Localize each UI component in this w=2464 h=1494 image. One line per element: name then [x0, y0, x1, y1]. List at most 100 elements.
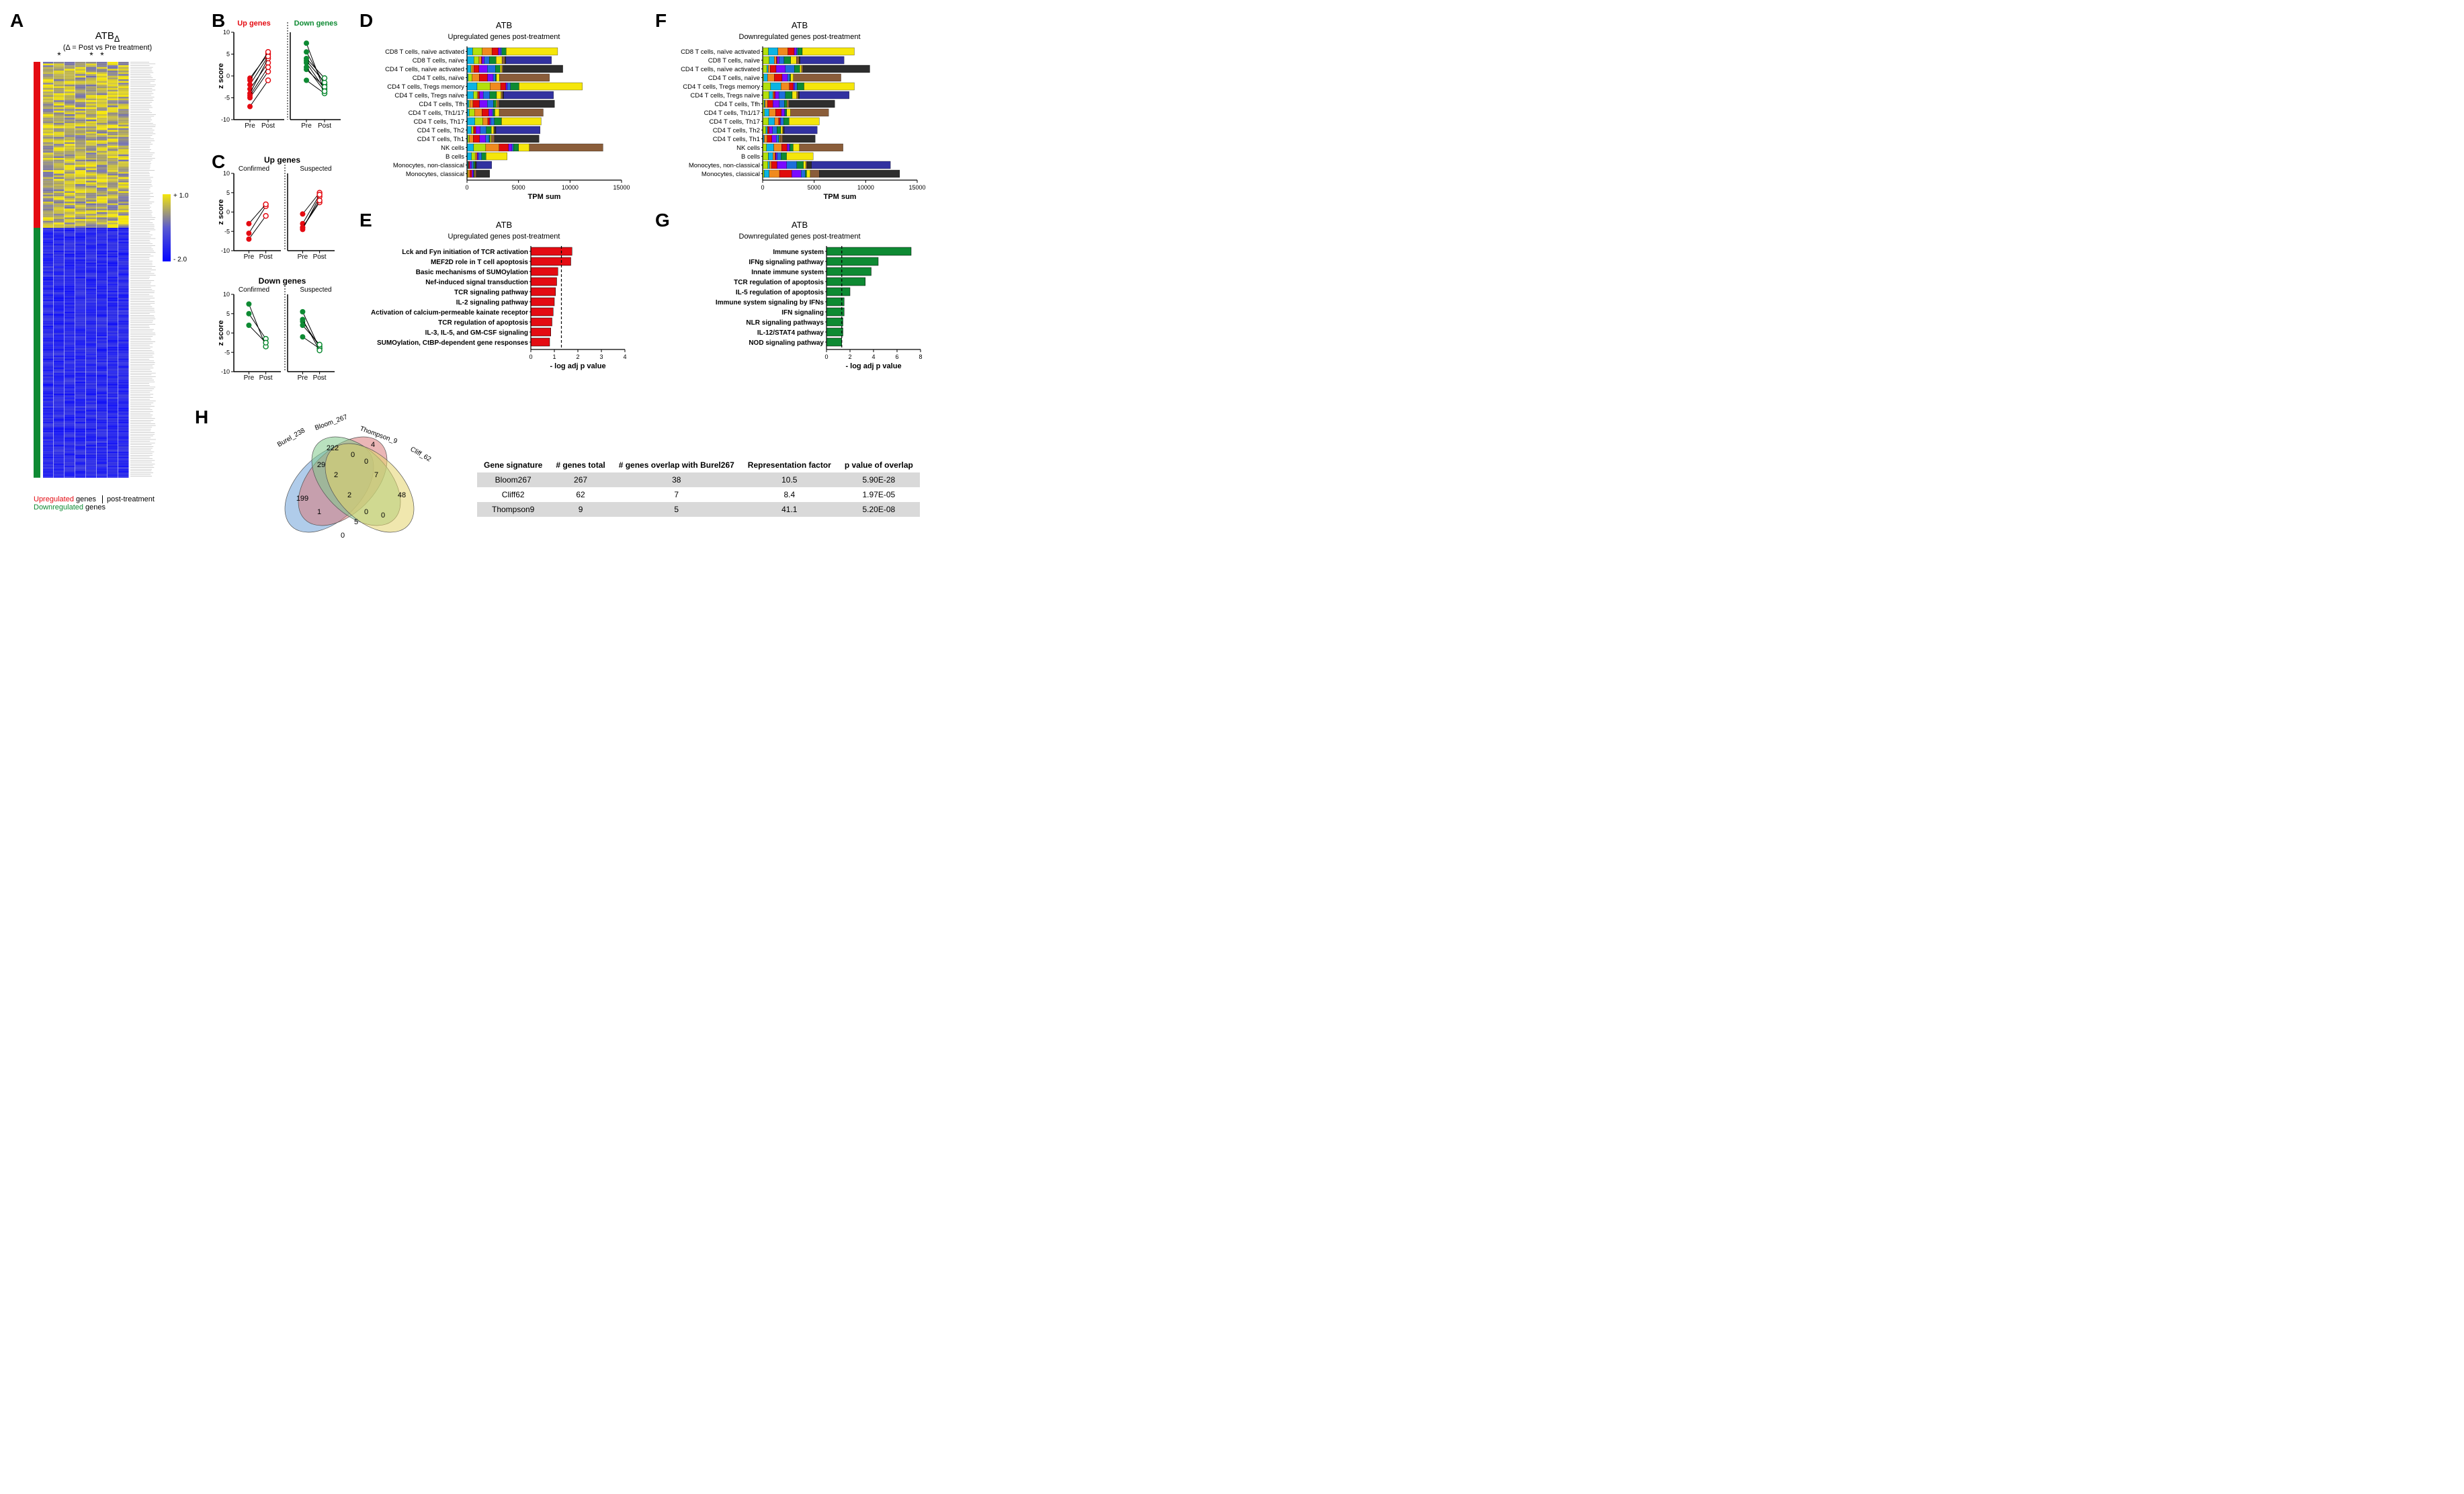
- panel-f: F ATB Downregulated genes post-treatment…: [659, 13, 941, 200]
- svg-text:CD8 T cells, naïve activated: CD8 T cells, naïve activated: [385, 48, 464, 56]
- panel-d-chart: CD8 T cells, naïve activatedCD8 T cells,…: [363, 45, 645, 200]
- svg-text:CD4 T cells, naïve activated: CD4 T cells, naïve activated: [385, 66, 464, 73]
- svg-text:Post: Post: [318, 122, 331, 130]
- svg-text:Confirmed: Confirmed: [239, 286, 269, 294]
- svg-text:TPM sum: TPM sum: [528, 193, 561, 200]
- svg-text:CD4 T cells, Th1/17: CD4 T cells, Th1/17: [409, 110, 464, 117]
- panel-h: H Burel_238Bloom_267Thompson_9Cliff_6219…: [215, 410, 941, 565]
- panel-c-label: C: [212, 151, 225, 173]
- svg-text:Pre: Pre: [245, 122, 255, 130]
- svg-text:48: 48: [398, 491, 406, 499]
- svg-text:-5: -5: [224, 349, 230, 356]
- svg-text:2: 2: [347, 491, 351, 499]
- svg-text:MEF2D role in T cell apoptosis: MEF2D role in T cell apoptosis: [431, 259, 528, 266]
- svg-text:Post: Post: [313, 253, 327, 261]
- svg-text:Burel_238: Burel_238: [276, 427, 306, 449]
- col-fg: F ATB Downregulated genes post-treatment…: [659, 13, 941, 397]
- svg-text:3: 3: [599, 354, 603, 360]
- panel-g-title: ATB: [659, 213, 941, 230]
- svg-text:Basic mechanisms of SUMOylatio: Basic mechanisms of SUMOylation: [416, 269, 528, 276]
- table-header: # genes total: [549, 458, 611, 472]
- svg-text:IFN signaling: IFN signaling: [781, 309, 824, 317]
- svg-text:10000: 10000: [562, 184, 579, 191]
- panel-f-subtitle: Downregulated genes post-treatment: [659, 33, 941, 41]
- panel-b-chart: Up genesDown genesz score-10-50510PrePos…: [215, 13, 349, 141]
- svg-text:NOD signaling pathway: NOD signaling pathway: [749, 339, 824, 347]
- svg-text:5000: 5000: [808, 184, 821, 191]
- col-bc: B Up genesDown genesz score-10-50510PreP…: [215, 13, 349, 397]
- svg-text:0: 0: [364, 508, 368, 516]
- panel-a-label: A: [10, 10, 24, 32]
- svg-text:5000: 5000: [512, 184, 525, 191]
- figure-grid: A ATBΔ (Δ = Post vs Pre treatment) ***+ …: [13, 13, 2451, 565]
- panel-d: D ATB Upregulated genes post-treatment C…: [363, 13, 645, 200]
- svg-text:NK cells: NK cells: [441, 144, 464, 152]
- heatmap: ***+ 1.0- 2.0: [13, 52, 202, 495]
- svg-text:- log adj p value: - log adj p value: [550, 362, 605, 370]
- svg-text:29: 29: [317, 461, 325, 469]
- panel-g-chart: Immune systemIFNg signaling pathwayInnat…: [659, 245, 941, 379]
- svg-text:-5: -5: [224, 95, 230, 101]
- svg-text:CD8 T cells, naïve: CD8 T cells, naïve: [708, 57, 760, 65]
- svg-text:IL-2 signaling pathway: IL-2 signaling pathway: [456, 299, 529, 306]
- svg-text:Down genes: Down genes: [259, 276, 306, 286]
- svg-text:15000: 15000: [908, 184, 925, 191]
- svg-text:z score: z score: [217, 321, 225, 346]
- svg-text:6: 6: [895, 354, 898, 360]
- svg-text:Bloom_267: Bloom_267: [314, 413, 349, 432]
- svg-text:CD4 T cells, Th17: CD4 T cells, Th17: [709, 118, 760, 126]
- panel-f-title: ATB: [659, 13, 941, 30]
- svg-text:CD4 T cells, Th2: CD4 T cells, Th2: [713, 127, 760, 134]
- svg-text:*: *: [57, 52, 61, 60]
- legend-up: Upregulated: [34, 495, 74, 503]
- venn-diagram: Burel_238Bloom_267Thompson_9Cliff_621992…: [242, 410, 457, 565]
- panel-a-title: ATBΔ: [13, 30, 202, 44]
- svg-text:8: 8: [919, 354, 922, 360]
- svg-text:Immune system: Immune system: [773, 249, 824, 256]
- svg-text:Lck and Fyn initiation of TCR: Lck and Fyn initiation of TCR activation: [402, 249, 528, 256]
- svg-text:Immune system signaling by IFN: Immune system signaling by IFNs: [716, 299, 824, 306]
- svg-text:*: *: [89, 52, 93, 60]
- svg-text:0: 0: [465, 184, 468, 191]
- svg-text:5: 5: [226, 51, 230, 58]
- panel-g-subtitle: Downregulated genes post-treatment: [659, 233, 941, 241]
- svg-text:1: 1: [552, 354, 556, 360]
- svg-text:Post: Post: [259, 253, 273, 261]
- svg-text:2: 2: [848, 354, 851, 360]
- svg-text:0: 0: [824, 354, 828, 360]
- svg-text:0: 0: [381, 511, 385, 520]
- svg-text:4: 4: [623, 354, 626, 360]
- panel-a-subtitle: (Δ = Post vs Pre treatment): [13, 44, 202, 52]
- svg-text:z score: z score: [217, 200, 225, 225]
- overlap-table: Gene signature# genes total# genes overl…: [477, 458, 920, 517]
- svg-text:Confirmed: Confirmed: [239, 165, 269, 173]
- svg-text:CD4 T cells, Tregs naïve: CD4 T cells, Tregs naïve: [690, 92, 760, 99]
- svg-text:CD4 T cells, naïve: CD4 T cells, naïve: [413, 75, 464, 82]
- svg-text:CD4 T cells, naïve: CD4 T cells, naïve: [708, 75, 760, 82]
- svg-text:+ 1.0: + 1.0: [173, 192, 189, 200]
- panel-d-title: ATB: [363, 13, 645, 30]
- svg-text:Down genes: Down genes: [294, 19, 338, 28]
- svg-text:0: 0: [226, 209, 230, 216]
- panel-c-up-chart: Up genesConfirmedSuspectedz score-10-505…: [215, 155, 349, 276]
- svg-text:Pre: Pre: [298, 253, 308, 261]
- svg-text:0: 0: [226, 330, 230, 337]
- svg-text:CD4 T cells, Tregs naïve: CD4 T cells, Tregs naïve: [394, 92, 464, 99]
- svg-text:Activation of calcium-permeabl: Activation of calcium-permeable kainate …: [371, 309, 528, 317]
- svg-text:10: 10: [223, 291, 230, 298]
- table-header: p value of overlap: [838, 458, 920, 472]
- svg-text:0: 0: [529, 354, 532, 360]
- table-row: Thompson99541.15.20E-08: [477, 502, 920, 517]
- svg-text:Pre: Pre: [244, 253, 255, 261]
- panel-c-down-chart: Down genesConfirmedSuspectedz score-10-5…: [215, 276, 349, 397]
- svg-text:CD4 T cells, Tfh: CD4 T cells, Tfh: [714, 101, 760, 108]
- svg-text:Up genes: Up genes: [264, 155, 300, 165]
- svg-text:CD4 T cells, Th1/17: CD4 T cells, Th1/17: [704, 110, 760, 117]
- panel-e-title: ATB: [363, 213, 645, 230]
- svg-text:CD4 T cells, Tregs memory: CD4 T cells, Tregs memory: [683, 83, 760, 91]
- svg-text:4: 4: [872, 354, 875, 360]
- svg-text:CD8 T cells, naïve activated: CD8 T cells, naïve activated: [681, 48, 760, 56]
- svg-text:Post: Post: [313, 374, 327, 382]
- svg-text:NK cells: NK cells: [736, 144, 760, 152]
- legend-post: post-treatment: [102, 495, 155, 503]
